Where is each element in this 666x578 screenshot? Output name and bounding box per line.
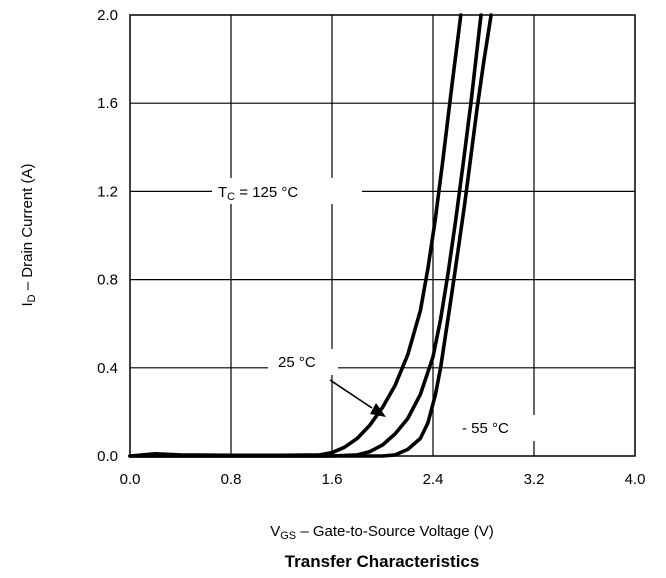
x-tick-label: 0.0 — [120, 471, 141, 488]
label-25-bg — [268, 349, 338, 375]
x-axis-label: VGS – Gate-to-Source Voltage (V) — [270, 523, 494, 542]
x-tick-label: 1.6 — [322, 471, 343, 488]
label-tc-125: TC = 125 °C — [218, 184, 298, 203]
y-tick-label: 1.2 — [97, 183, 118, 200]
x-tick-label: 4.0 — [625, 471, 646, 488]
label-minus-55c: - 55 °C — [462, 420, 509, 437]
y-tick-label: 2.0 — [97, 7, 118, 24]
x-tick-label: 3.2 — [524, 471, 545, 488]
x-tick-label: 2.4 — [423, 471, 444, 488]
y-tick-label: 1.6 — [97, 95, 118, 112]
y-tick-label: 0.4 — [97, 360, 118, 377]
y-tick-label: 0.0 — [97, 448, 118, 465]
label-125-bg — [212, 178, 362, 204]
y-tick-label: 0.8 — [97, 272, 118, 289]
label-m55-bg — [455, 415, 535, 441]
label-25c: 25 °C — [278, 354, 316, 371]
axes: 0.0 0.8 1.6 2.4 3.2 4.0 0.0 0.4 0.8 1.2 1.6 2.0 — [97, 7, 645, 488]
x-tick-label: 0.8 — [221, 471, 242, 488]
plot-frame — [129, 14, 636, 457]
arrow-25c — [329, 379, 386, 417]
chart-title: Transfer Characteristics — [285, 552, 480, 571]
y-axis-label: ID – Drain Current (A) — [19, 164, 38, 307]
plot-background — [130, 15, 635, 456]
